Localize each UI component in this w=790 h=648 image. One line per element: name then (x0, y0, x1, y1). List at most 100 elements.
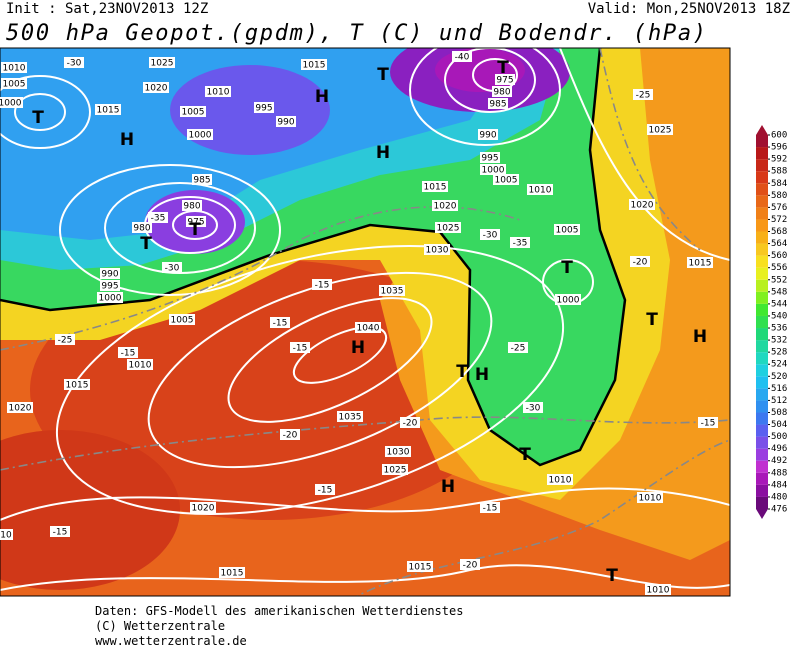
label-box (422, 181, 448, 192)
isobars (0, 48, 730, 591)
colorbar-band (756, 328, 768, 341)
contour-label: 1020 (631, 201, 654, 211)
contour-label: -15 (315, 281, 330, 291)
colorbar-band (756, 460, 768, 473)
label-box (95, 104, 121, 115)
contour-label: 975 (187, 218, 204, 228)
label-box (190, 502, 216, 513)
pressure-center: T (189, 220, 201, 240)
colorbar-band (756, 195, 768, 208)
pressure-center: H (120, 130, 134, 150)
valid-time: Valid: Mon,25NOV2013 18Z (588, 1, 790, 17)
label-box (0, 529, 13, 540)
contour-label: 1010 (647, 586, 670, 596)
label-box (312, 279, 332, 290)
colorbar-label: 516 (771, 384, 787, 394)
label-box (219, 567, 245, 578)
pressure-center: T (519, 445, 531, 465)
contour-label: 1010 (3, 64, 26, 74)
label-box (186, 216, 206, 227)
label-box (480, 164, 506, 175)
colorbar-label: 588 (771, 167, 787, 177)
label-box (182, 200, 202, 211)
label-box (382, 464, 408, 475)
colorbar-label: 564 (771, 239, 787, 249)
pressure-center: H (441, 477, 455, 497)
colorbar-label: 592 (771, 155, 787, 165)
contour-label: 1040 (357, 324, 380, 334)
contour-label: 995 (101, 282, 118, 292)
contour-label: 990 (277, 118, 294, 128)
colorbar-label: 480 (771, 492, 787, 502)
colorbar-band (756, 303, 768, 316)
contour-label: 980 (133, 224, 150, 234)
contour-label: 1015 (689, 259, 712, 269)
contour-label: 995 (481, 154, 498, 164)
label-box (0, 97, 23, 108)
label-box (637, 492, 663, 503)
label-box (385, 446, 411, 457)
contour-label: 1025 (437, 224, 460, 234)
contour-label: 1035 (381, 287, 404, 297)
contour-label: -15 (273, 319, 288, 329)
label-box (187, 129, 213, 140)
contour-label: 1020 (192, 504, 215, 514)
label-box (132, 222, 152, 233)
label-box (180, 106, 206, 117)
label-box (64, 57, 84, 68)
label-box (379, 285, 405, 296)
label-box (270, 317, 290, 328)
label-box (337, 411, 363, 422)
contour-label: 1005 (495, 176, 518, 186)
label-box (290, 342, 310, 353)
label-box (633, 89, 653, 100)
label-box (687, 257, 713, 268)
label-box (64, 379, 90, 390)
label-box (149, 57, 175, 68)
colorbar-band (756, 159, 768, 172)
colorbar-label: 496 (771, 444, 787, 454)
label-box (254, 102, 274, 113)
colorbar-band (756, 147, 768, 160)
label-box (162, 262, 182, 273)
colorbar-label: 600 (771, 131, 787, 141)
label-box (148, 212, 168, 223)
label-box (698, 417, 718, 428)
contour-label: 1005 (3, 80, 26, 90)
552-contour (0, 48, 627, 467)
contour-label: -40 (455, 53, 470, 63)
contour-label: -20 (463, 561, 478, 571)
label-box (205, 86, 231, 97)
colorbar-label: 500 (771, 432, 787, 442)
pressure-center: H (351, 338, 365, 358)
label-box (554, 224, 580, 235)
contour-label: 1020 (9, 404, 32, 414)
contour-label: 980 (493, 88, 510, 98)
colorbar-label: 580 (771, 191, 787, 201)
colorbar-band (756, 255, 768, 268)
contour-label: 990 (101, 270, 118, 280)
contour-label: -15 (483, 504, 498, 514)
label-box (118, 347, 138, 358)
label-box (493, 174, 519, 185)
colorbar-label: 524 (771, 360, 787, 370)
colorbar-band (756, 472, 768, 485)
label-box (492, 86, 512, 97)
contour-label: 1015 (66, 381, 89, 391)
contour-label: 975 (496, 76, 513, 86)
colorbar-band (756, 243, 768, 256)
label-box (301, 59, 327, 70)
colorbar-band (756, 219, 768, 232)
contour-label: 1030 (387, 448, 410, 458)
init-time: Init : Sat,23NOV2013 12Z (6, 1, 208, 17)
contour-label: 1010 (129, 361, 152, 371)
label-box (523, 402, 543, 413)
label-box (452, 51, 472, 62)
contour-label: 980 (183, 202, 200, 212)
pressure-center: T (561, 258, 573, 278)
label-box (555, 294, 581, 305)
contour-label: 1020 (434, 202, 457, 212)
contour-label: 1000 (557, 296, 580, 306)
label-box (508, 342, 528, 353)
